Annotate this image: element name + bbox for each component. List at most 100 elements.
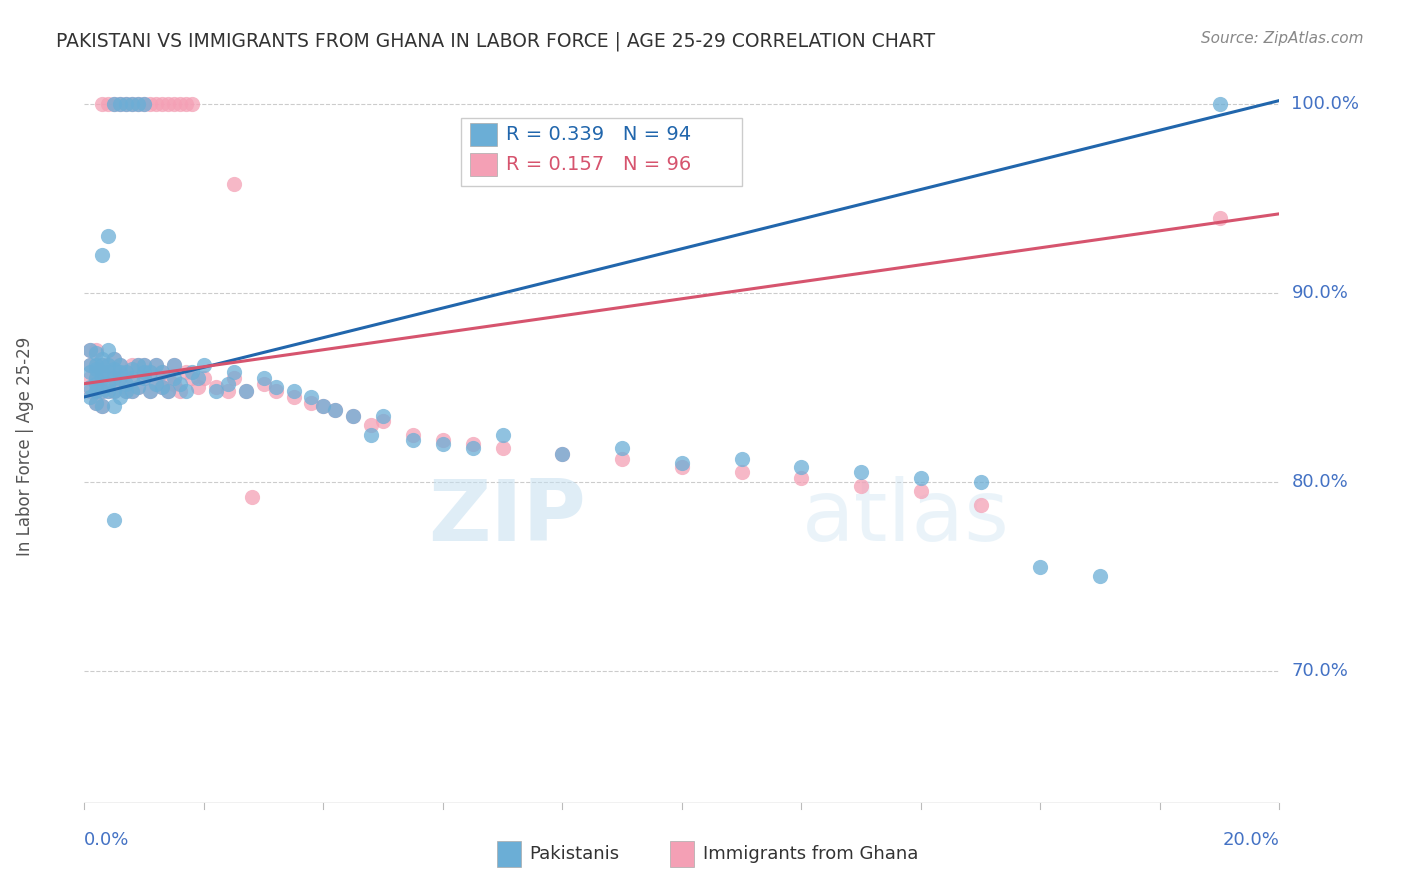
Point xyxy=(1208,97,1232,112)
Point xyxy=(86,384,108,399)
Point xyxy=(127,97,149,112)
Point xyxy=(79,384,101,399)
Point xyxy=(86,358,108,372)
Point xyxy=(97,376,120,391)
Text: Pakistanis: Pakistanis xyxy=(529,846,619,863)
Point xyxy=(139,384,162,399)
FancyBboxPatch shape xyxy=(496,841,520,867)
Point xyxy=(145,376,167,391)
Point xyxy=(169,384,191,399)
Point xyxy=(283,384,305,399)
Point xyxy=(253,376,276,391)
Point xyxy=(360,418,382,433)
Point xyxy=(150,365,173,379)
Point xyxy=(86,384,108,399)
Point xyxy=(97,376,120,391)
Point xyxy=(79,358,101,372)
Point xyxy=(492,441,515,455)
Point xyxy=(97,358,120,372)
Point xyxy=(671,456,693,470)
FancyBboxPatch shape xyxy=(669,841,695,867)
Point xyxy=(163,358,186,372)
Point xyxy=(91,365,114,379)
Point xyxy=(79,343,101,357)
Point xyxy=(402,427,425,442)
Point xyxy=(115,376,138,391)
Point xyxy=(301,395,323,409)
Point xyxy=(121,371,143,385)
Point xyxy=(86,371,108,385)
Point xyxy=(121,384,143,399)
FancyBboxPatch shape xyxy=(471,123,496,146)
Point xyxy=(121,384,143,399)
Point xyxy=(671,459,693,474)
Text: 20.0%: 20.0% xyxy=(1223,831,1279,849)
Point xyxy=(205,380,228,394)
Point xyxy=(180,365,202,379)
Point xyxy=(193,371,215,385)
Point xyxy=(187,371,209,385)
Point xyxy=(91,248,114,262)
Point xyxy=(86,361,108,376)
Point xyxy=(145,358,167,372)
Point xyxy=(790,471,813,485)
Point xyxy=(121,371,143,385)
Text: PAKISTANI VS IMMIGRANTS FROM GHANA IN LABOR FORCE | AGE 25-29 CORRELATION CHART: PAKISTANI VS IMMIGRANTS FROM GHANA IN LA… xyxy=(56,31,935,51)
Point xyxy=(86,395,108,409)
Point xyxy=(371,409,394,423)
Text: 90.0%: 90.0% xyxy=(1292,284,1348,302)
Point xyxy=(103,352,125,367)
Point xyxy=(432,437,454,451)
Point xyxy=(402,434,425,448)
Point xyxy=(97,97,120,112)
Point xyxy=(432,434,454,448)
Point xyxy=(240,490,263,504)
Point xyxy=(163,358,186,372)
Point xyxy=(145,358,167,372)
Point xyxy=(312,400,335,414)
Point xyxy=(910,484,932,499)
Point xyxy=(132,97,156,112)
Point xyxy=(91,384,114,399)
Point xyxy=(157,97,180,112)
Point xyxy=(86,358,108,372)
Point xyxy=(360,427,382,442)
Point xyxy=(79,371,101,385)
Point xyxy=(79,380,101,394)
Point xyxy=(139,365,162,379)
Point xyxy=(121,97,143,112)
Point xyxy=(97,358,120,372)
Point xyxy=(1208,211,1232,225)
Point xyxy=(163,376,186,391)
Point xyxy=(139,97,162,112)
Point xyxy=(222,365,245,379)
Point xyxy=(97,365,120,379)
Point xyxy=(139,384,162,399)
Point xyxy=(461,437,484,451)
Text: Source: ZipAtlas.com: Source: ZipAtlas.com xyxy=(1201,31,1364,46)
Point xyxy=(371,414,394,428)
Point xyxy=(150,97,173,112)
Point xyxy=(1088,569,1111,583)
Point xyxy=(970,475,993,489)
Point xyxy=(86,376,108,391)
Point xyxy=(91,365,114,379)
Point xyxy=(110,365,132,379)
Point xyxy=(103,361,125,376)
Point xyxy=(551,446,574,460)
Point xyxy=(157,371,180,385)
Point xyxy=(91,358,114,372)
Point xyxy=(97,229,120,244)
Point xyxy=(86,346,108,360)
Point xyxy=(264,380,287,394)
Point xyxy=(103,97,125,112)
Point xyxy=(139,365,162,379)
Text: atlas: atlas xyxy=(801,475,1010,559)
Point xyxy=(342,409,364,423)
Point xyxy=(115,365,138,379)
Point xyxy=(115,97,138,112)
Point xyxy=(91,352,114,367)
Text: R = 0.157   N = 96: R = 0.157 N = 96 xyxy=(506,155,692,174)
Point xyxy=(132,358,156,372)
Point xyxy=(103,361,125,376)
